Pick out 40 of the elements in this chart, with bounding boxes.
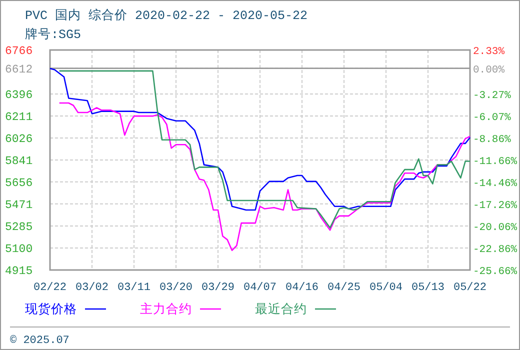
- x-tick-label: 05/04: [369, 282, 403, 294]
- text: © 2025.07: [10, 335, 70, 347]
- y2-tick-label: -11.66%: [473, 156, 518, 168]
- chart-subtitle: 牌号:SG5: [25, 27, 82, 42]
- y2-tick-label: -8.86%: [473, 134, 512, 146]
- y2-tick-label: 2.33%: [473, 46, 506, 58]
- y-tick-label: 5100: [5, 243, 33, 256]
- y-tick-label: 6211: [5, 110, 33, 124]
- legend-label: 现货价格: [25, 302, 77, 317]
- y-tick-label: 6396: [5, 88, 33, 102]
- y2-tick-label: -22.86%: [473, 244, 518, 256]
- y2-tick-label: -14.46%: [473, 178, 518, 190]
- x-tick-label: 05/13: [411, 282, 445, 294]
- y-tick-label: 5656: [5, 176, 33, 190]
- y2-tick-label: -17.26%: [473, 200, 518, 212]
- x-tick-label: 03/20: [159, 282, 193, 294]
- x-tick-label: 03/11: [117, 282, 151, 294]
- y-tick-label: 6766: [5, 45, 33, 58]
- x-tick-label: 02/22: [33, 282, 67, 294]
- y-tick-label: 6612: [5, 63, 33, 76]
- y-tick-label: 5285: [5, 221, 33, 234]
- y2-tick-label: -6.07%: [473, 112, 512, 124]
- y-tick-label: 6026: [5, 132, 33, 146]
- x-tick-label: 03/29: [201, 282, 235, 294]
- y2-tick-label: -3.27%: [473, 90, 512, 102]
- legend-label: 主力合约: [140, 301, 192, 317]
- x-tick-label: 04/16: [285, 282, 319, 294]
- y2-tick-label: -20.06%: [473, 222, 518, 234]
- y-tick-label: 5841: [5, 154, 33, 168]
- line-series: [58, 102, 471, 252]
- y2-tick-label: -25.66%: [473, 266, 518, 278]
- x-tick-label: 04/25: [327, 282, 361, 294]
- x-tick-label: 05/22: [453, 282, 487, 294]
- chart-title: PVC 国内 综合价 2020-02-22 - 2020-05-22: [25, 8, 308, 23]
- y-tick-label: 4915: [5, 265, 33, 278]
- y2-tick-label: 0.00%: [473, 64, 506, 76]
- x-tick-label: 04/07: [243, 282, 277, 294]
- y-tick-label: 5471: [5, 198, 33, 212]
- x-tick-label: 03/02: [75, 282, 109, 294]
- legend-label: 最近合约: [255, 302, 307, 317]
